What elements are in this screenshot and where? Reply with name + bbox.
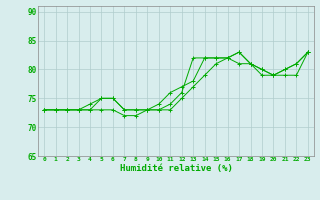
X-axis label: Humidité relative (%): Humidité relative (%) (120, 164, 232, 173)
